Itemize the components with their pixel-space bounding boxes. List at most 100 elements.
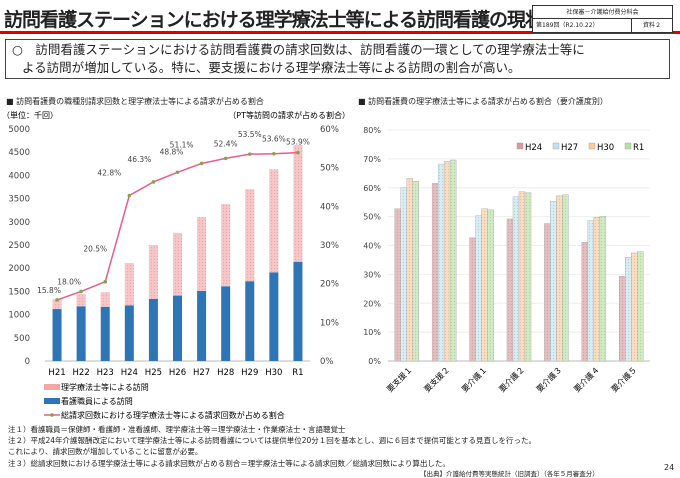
ratio-point bbox=[272, 151, 276, 156]
right-chart-title: ■ 訪問看護費の理学療法士等による請求が占める割合（要介護度別） bbox=[358, 97, 608, 106]
ratio-point bbox=[151, 180, 156, 184]
bar-pattern bbox=[394, 208, 401, 361]
note-1: 注１）看護職員＝保健師・看護師・准看護師、理学療法士等＝理学療法士・作業療法士・… bbox=[8, 425, 346, 434]
legend-line-label: 総請求回数における理学療法士等による請求回数が占める割合 bbox=[61, 410, 285, 420]
legend-swatch-h27 bbox=[552, 142, 560, 150]
bar-pt-pattern bbox=[76, 294, 86, 307]
note-3: 注３）総請求回数における理学療法士等による請求回数が占める割合＝理学療法士等によ… bbox=[8, 459, 450, 468]
x-tick-label: H23 bbox=[97, 368, 114, 378]
ratio-point bbox=[79, 289, 83, 294]
y-tick-label: 2000 bbox=[8, 264, 30, 274]
ratio-label: 42.8% bbox=[97, 169, 121, 178]
y-tick-label: 3000 bbox=[8, 218, 30, 228]
bar-pattern bbox=[593, 217, 600, 361]
x-tick-label: H29 bbox=[241, 368, 258, 378]
ratio-point bbox=[127, 193, 132, 198]
x-tick-label: H21 bbox=[48, 368, 65, 378]
x-tick-label: H27 bbox=[193, 368, 210, 378]
ratio-point bbox=[55, 298, 59, 302]
ratio-point bbox=[199, 161, 204, 166]
y2-tick-label: 40% bbox=[320, 202, 339, 212]
bar-pattern bbox=[587, 220, 594, 361]
meta-session: 第189回（R2.10.22） bbox=[533, 19, 632, 33]
bar-pattern bbox=[475, 215, 482, 361]
bar-nurse bbox=[293, 261, 303, 361]
y-tick-label: 1500 bbox=[8, 287, 30, 297]
document-meta-box: 社保審－介護給付費分科会 第189回（R2.10.22） 資料２ bbox=[532, 5, 673, 33]
bar-pt-pattern bbox=[100, 292, 110, 307]
y-tick-label: 0% bbox=[368, 357, 381, 366]
bar-pt-pattern bbox=[173, 232, 182, 296]
bar-pattern bbox=[525, 192, 531, 361]
x-tick-label: H25 bbox=[145, 368, 162, 378]
y-tick-label: 3500 bbox=[8, 195, 30, 205]
legend-swatch-h30 bbox=[588, 142, 596, 150]
bar-pattern bbox=[599, 216, 606, 361]
ratio-point bbox=[223, 156, 228, 161]
y-tick-label: 5000 bbox=[8, 125, 30, 135]
x-tick-label: 要介護１ bbox=[459, 364, 489, 394]
ratio-label: 53.5% bbox=[238, 130, 262, 139]
x-tick-label: R1 bbox=[292, 368, 303, 378]
bar-pattern bbox=[432, 183, 439, 361]
x-tick-label: 要支援２ bbox=[422, 364, 452, 394]
ratio-point bbox=[247, 152, 252, 156]
ratio-point bbox=[175, 170, 180, 175]
y-tick-label: 20% bbox=[363, 299, 381, 308]
bar-pattern bbox=[406, 178, 413, 361]
y2-tick-label: 50% bbox=[320, 164, 339, 174]
y-tick-label: 50% bbox=[363, 213, 381, 222]
note-2-cont: これにより、請求回数が増加していることに留意が必要。 bbox=[8, 447, 203, 456]
y-tick-label: 0 bbox=[25, 357, 30, 367]
bar-pattern bbox=[556, 195, 563, 361]
bar-pattern bbox=[637, 251, 644, 361]
right-chart: 0% 10% 20% 30% 40% 50% 60% 70% 80% 要支援１ 要支援２ 要介護１ 要介… bbox=[363, 126, 650, 394]
bar-nurse bbox=[173, 295, 182, 361]
bar-pattern bbox=[487, 209, 494, 361]
legend-label-h30: H30 bbox=[597, 143, 614, 153]
x-tick-label: H22 bbox=[73, 368, 90, 378]
y2-tick-label: 60% bbox=[320, 125, 339, 135]
bar-nurse bbox=[197, 290, 207, 361]
ratio-label: 48.8% bbox=[160, 147, 184, 156]
bar-pt-pattern bbox=[52, 299, 62, 310]
ratio-label: 53.6% bbox=[262, 135, 286, 144]
bar-nurse bbox=[221, 286, 231, 361]
bar-pattern bbox=[513, 196, 519, 361]
ratio-point bbox=[296, 150, 300, 155]
ratio-point bbox=[103, 279, 108, 284]
bar-pattern bbox=[438, 164, 445, 361]
bar-nurse bbox=[76, 306, 86, 361]
ratio-label: 15.8% bbox=[37, 286, 61, 295]
x-tick-label: 要介護５ bbox=[609, 364, 639, 394]
legend-line-marker bbox=[50, 413, 54, 417]
y-tick-label: 70% bbox=[363, 155, 381, 164]
ratio-label: 53.9% bbox=[286, 138, 310, 147]
legend-swatch-r1 bbox=[624, 142, 632, 150]
x-tick-label: 要介護４ bbox=[572, 364, 602, 394]
y2-axis-label: （PT等訪問の請求が占める割合） bbox=[228, 110, 350, 120]
bar-pattern bbox=[412, 181, 419, 361]
legend-pt-label: 理学療法士等による訪問 bbox=[61, 382, 149, 392]
legend-label-h24: H24 bbox=[525, 143, 542, 153]
legend-nurse-label: 看護職員による訪問 bbox=[61, 396, 133, 406]
bar-pattern bbox=[469, 237, 476, 361]
summary-line-1: ○ 訪問看護ステーションにおける訪問看護費の請求回数は、訪問看護の一環としての理… bbox=[12, 42, 585, 57]
x-tick-label: H30 bbox=[265, 368, 282, 378]
x-tick-label: 要支援１ bbox=[384, 364, 414, 394]
bar-pattern bbox=[519, 191, 525, 361]
legend-label-h27: H27 bbox=[561, 143, 578, 153]
x-tick-label: H28 bbox=[217, 368, 234, 378]
bar-pt-pattern bbox=[293, 145, 303, 262]
x-tick-label: H24 bbox=[121, 368, 138, 378]
page-number: 24 bbox=[664, 463, 675, 472]
bar-pattern bbox=[481, 208, 488, 361]
y2-tick-label: 10% bbox=[320, 318, 339, 328]
ratio-label: 46.3% bbox=[127, 155, 151, 164]
bar-pt-pattern bbox=[148, 245, 158, 299]
x-tick-label: H26 bbox=[169, 368, 186, 378]
bar-pattern bbox=[400, 187, 407, 361]
bar-pattern bbox=[450, 160, 457, 361]
left-chart-title: ■ 訪問看護費の職種別請求回数と理学療法士等による請求が占める割合 bbox=[6, 97, 264, 106]
bar-pattern bbox=[625, 257, 632, 361]
